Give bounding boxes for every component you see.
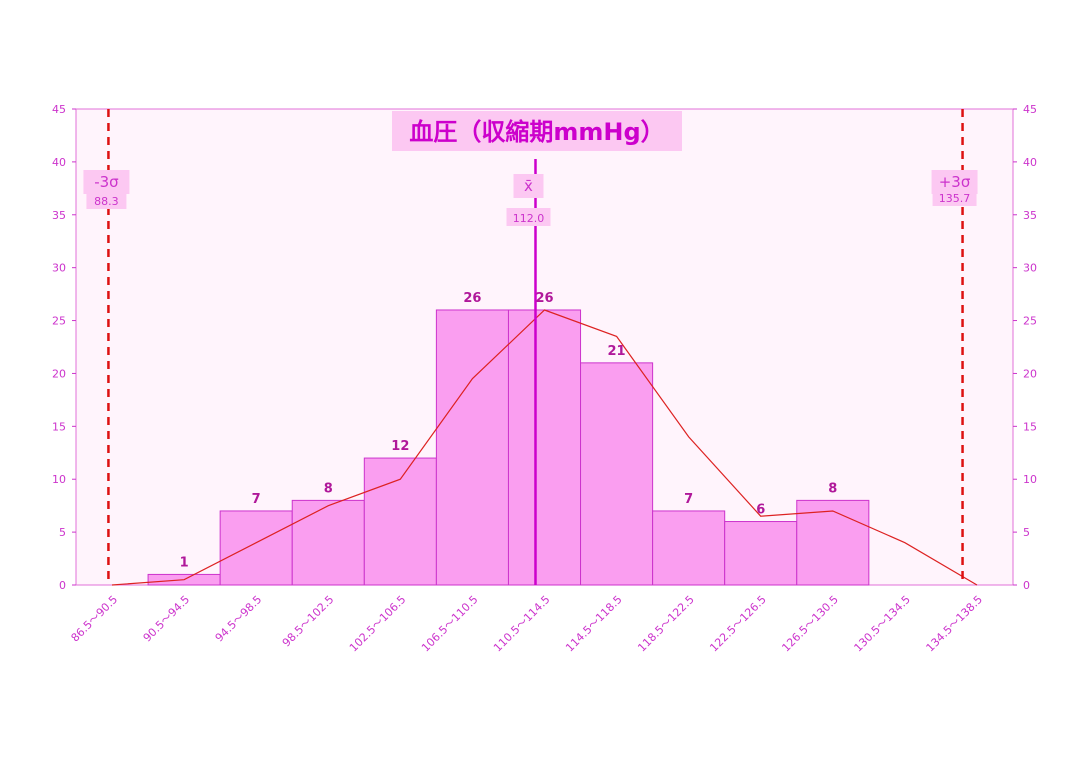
- x-tick-label: 114.5～118.5: [563, 593, 625, 655]
- histogram-bar: [435, 309, 509, 586]
- minus-3-sigma-value: 88.3: [94, 195, 119, 208]
- y-tick-label-right: 0: [1023, 579, 1030, 592]
- chart-title-group: 血圧（収縮期mmHg）: [392, 111, 682, 151]
- bar-data-label: 8: [324, 481, 333, 496]
- y-tick-label-right: 35: [1023, 209, 1037, 222]
- y-tick-label-left: 10: [52, 473, 66, 486]
- chart-title: 血圧（収縮期mmHg）: [409, 118, 664, 146]
- plus-3-sigma-label: +3σ: [939, 173, 971, 191]
- bar-data-label: 8: [828, 481, 837, 496]
- mean-label: x̄: [524, 177, 533, 195]
- histogram-bar: [796, 499, 870, 586]
- histogram-bar: [652, 510, 726, 586]
- x-tick-label: 94.5～98.5: [213, 593, 265, 645]
- x-tick-label: 122.5～126.5: [707, 593, 769, 655]
- x-tick-label: 90.5～94.5: [141, 593, 193, 645]
- y-tick-label-right: 40: [1023, 156, 1037, 169]
- y-tick-label-right: 10: [1023, 473, 1037, 486]
- x-tick-label: 118.5～122.5: [635, 593, 697, 655]
- bar-data-label: 1: [180, 555, 189, 570]
- y-tick-label-left: 15: [52, 420, 66, 433]
- x-tick-label: 102.5～106.5: [347, 593, 409, 655]
- y-tick-label-right: 5: [1023, 526, 1030, 539]
- x-tick-label: 130.5～134.5: [851, 593, 913, 655]
- bar-data-label: 12: [391, 439, 409, 454]
- bar-data-label: 7: [684, 492, 693, 507]
- y-tick-label-left: 35: [52, 209, 66, 222]
- minus-3-sigma-value-background: [86, 191, 127, 209]
- y-tick-label-right: 15: [1023, 420, 1037, 433]
- chart-title-background: [392, 111, 682, 151]
- histogram-bar: [724, 521, 798, 586]
- y-tick-label-left: 5: [59, 526, 66, 539]
- x-tick-label: 98.5～102.5: [280, 593, 337, 650]
- histogram-bar: [291, 499, 365, 586]
- y-tick-label-right: 25: [1023, 315, 1037, 328]
- x-tick-label: 110.5～114.5: [491, 593, 553, 655]
- minus-3-sigma-label-background: [83, 170, 130, 194]
- bar-data-label: 6: [756, 503, 765, 518]
- histogram-bar: [219, 510, 293, 586]
- bar-data-label: 7: [252, 492, 261, 507]
- x-tick-label: 106.5～110.5: [419, 593, 481, 655]
- y-tick-label-left: 25: [52, 315, 66, 328]
- mean-value: 112.0: [513, 212, 545, 225]
- y-tick-label-right: 30: [1023, 262, 1037, 275]
- y-tick-label-left: 20: [52, 367, 66, 380]
- y-tick-label-left: 45: [52, 103, 66, 116]
- histogram-bar: [507, 309, 582, 586]
- bar-data-label: 26: [535, 291, 553, 306]
- histogram-bar: [580, 362, 654, 586]
- bar-data-label: 21: [608, 344, 626, 359]
- y-tick-label-right: 20: [1023, 367, 1037, 380]
- distribution-curve: [111, 309, 978, 586]
- histogram-bar: [363, 457, 437, 586]
- bar-data-label: 26: [463, 291, 481, 306]
- y-tick-label-left: 0: [59, 579, 66, 592]
- y-tick-label-left: 30: [52, 262, 66, 275]
- mean-value-background: [506, 208, 551, 226]
- y-tick-label-right: 45: [1023, 103, 1037, 116]
- x-tick-label: 126.5～130.5: [779, 593, 841, 655]
- mean-label-background: [513, 174, 544, 198]
- y-tick-label-left: 40: [52, 156, 66, 169]
- plus-3-sigma-value-background: [932, 188, 977, 206]
- x-tick-label: 86.5～90.5: [69, 593, 121, 645]
- minus-3-sigma-label: -3σ: [94, 173, 119, 191]
- plus-3-sigma-value: 135.7: [939, 192, 971, 205]
- x-tick-label: 134.5～138.5: [924, 593, 986, 655]
